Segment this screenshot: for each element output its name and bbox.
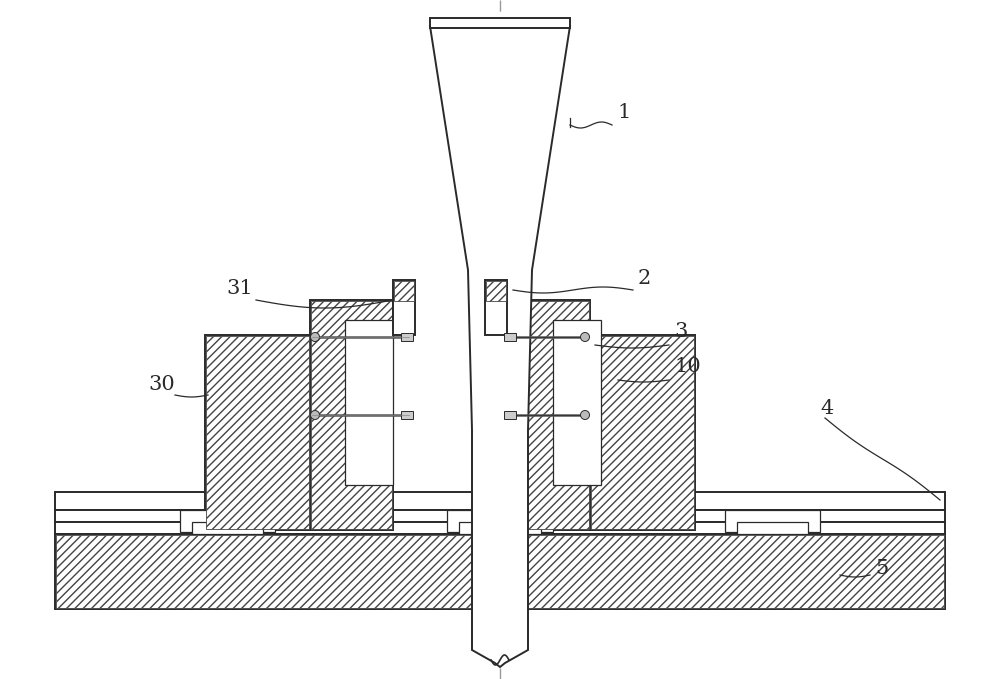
Circle shape	[580, 333, 590, 342]
Circle shape	[310, 333, 320, 342]
Text: 5: 5	[875, 559, 888, 578]
Bar	[591, 336, 694, 529]
Bar	[507, 300, 590, 530]
Bar	[590, 335, 695, 530]
Text: 1: 1	[617, 103, 630, 122]
Text: 3: 3	[674, 322, 687, 341]
Text: 30: 30	[148, 375, 175, 394]
Bar	[192, 522, 263, 534]
Bar	[725, 510, 820, 532]
Bar	[504, 333, 516, 341]
Bar	[553, 320, 601, 485]
Bar	[486, 281, 506, 301]
Bar	[393, 280, 415, 335]
Text: 2: 2	[638, 269, 651, 288]
Bar	[504, 411, 516, 419]
Bar	[56, 535, 944, 608]
Bar	[430, 18, 570, 28]
Bar	[485, 280, 507, 335]
Bar	[459, 522, 541, 534]
Circle shape	[310, 411, 320, 420]
Text: 10: 10	[674, 357, 701, 376]
Bar	[737, 522, 808, 534]
Bar	[55, 522, 945, 534]
Bar	[345, 320, 393, 485]
Bar	[508, 301, 589, 529]
Bar	[205, 335, 310, 530]
Bar	[55, 510, 945, 522]
Bar	[206, 336, 309, 529]
Bar	[180, 510, 275, 532]
Text: 31: 31	[226, 279, 253, 298]
Bar	[310, 300, 393, 530]
Bar	[55, 534, 945, 609]
Polygon shape	[430, 26, 570, 667]
Circle shape	[580, 411, 590, 420]
Bar	[401, 333, 413, 341]
Text: 4: 4	[820, 399, 833, 418]
Bar	[447, 510, 553, 532]
Bar	[311, 301, 392, 529]
Bar	[55, 492, 945, 510]
Bar	[401, 411, 413, 419]
Bar	[394, 281, 414, 301]
